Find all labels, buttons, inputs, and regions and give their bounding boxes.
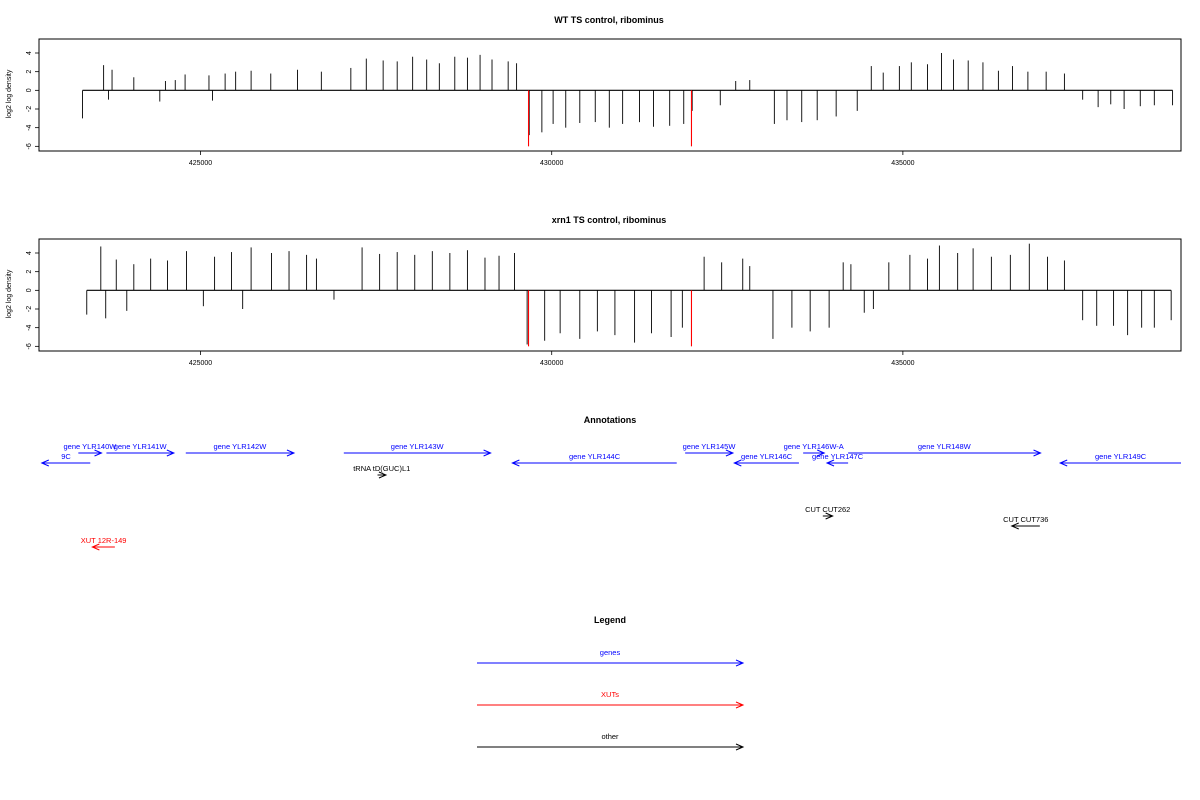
wt-x-axis: 425000 430000 435000 <box>189 151 915 167</box>
x-tick-label: 435000 <box>891 360 914 367</box>
legend-item: genes <box>477 648 745 667</box>
annotation-feature: gene YLR147C <box>812 452 864 467</box>
legend-label: XUTs <box>601 690 619 699</box>
legend-items: genes XUTs other <box>477 648 745 751</box>
y-tick-label: 0 <box>26 288 33 292</box>
x-tick-label: 425000 <box>189 160 212 167</box>
feature-label: CUT CUT262 <box>805 505 850 514</box>
annotation-feature: CUT CUT736 <box>1003 515 1048 530</box>
xrn1-plot-frame <box>38 238 1182 352</box>
feature-label: CUT CUT736 <box>1003 515 1048 524</box>
wt-y-axis-label: log2 log density <box>6 69 13 118</box>
feature-arrowhead <box>483 449 492 457</box>
legend-label: other <box>601 732 619 741</box>
legend-label: genes <box>600 648 621 657</box>
legend-arrowhead <box>735 659 745 667</box>
xrn1-track-title: xrn1 TS control, ribominus <box>552 215 667 225</box>
y-tick-label: -6 <box>26 143 33 149</box>
feature-label: gene YLR147C <box>812 452 864 461</box>
y-tick-label: -4 <box>26 324 33 330</box>
feature-label: gene YLR146W-A <box>784 442 844 451</box>
feature-arrowhead <box>825 512 834 520</box>
xrn1-x-axis: 425000 430000 435000 <box>189 351 915 367</box>
annotation-feature: gene YLR146C <box>733 452 799 467</box>
xrn1-y-axis: -6 -4 -2 0 2 4 <box>26 251 40 349</box>
feature-label: gene YLR141W <box>114 442 168 451</box>
feature-label: gene YLR145W <box>683 442 737 451</box>
feature-label: gene YLR140W <box>64 442 118 451</box>
feature-arrowhead <box>166 449 176 457</box>
feature-arrowhead <box>733 459 742 467</box>
feature-arrowhead <box>725 449 735 457</box>
annotation-feature: gene YLR144C <box>511 452 677 467</box>
annotation-feature: gene YLR142W <box>185 442 296 457</box>
annotation-feature: gene YLR143W <box>343 442 492 457</box>
xrn1-track-panel: xrn1 TS control, ribominus log2 log dens… <box>6 215 1182 367</box>
legend-arrowhead <box>735 743 745 751</box>
feature-label: tRNA tD(GUC)L1 <box>353 464 410 473</box>
annotation-feature: gene YLR148W <box>848 442 1042 457</box>
y-tick-label: 2 <box>26 70 33 74</box>
feature-label: gene YLR148W <box>918 442 972 451</box>
annotation-feature: gene YLR149C <box>1058 452 1181 467</box>
xrn1-bars <box>86 243 1172 347</box>
feature-arrowhead <box>1058 459 1068 467</box>
feature-arrowhead <box>511 459 520 467</box>
feature-label: gene YLR143W <box>391 442 445 451</box>
feature-arrowhead <box>817 449 826 457</box>
annotation-feature: CUT CUT262 <box>805 505 850 520</box>
y-tick-label: -4 <box>26 124 33 130</box>
feature-arrowhead <box>91 543 100 551</box>
feature-arrowhead <box>286 449 296 457</box>
wt-plot-frame <box>38 38 1182 152</box>
annotation-feature: XUT 12R-149 <box>81 536 127 551</box>
wt-track-title: WT TS control, ribominus <box>554 15 664 25</box>
feature-label: XUT 12R-149 <box>81 536 127 545</box>
feature-arrowhead <box>1010 522 1019 530</box>
y-tick-label: 2 <box>26 270 33 274</box>
y-tick-label: -2 <box>26 306 33 312</box>
y-tick-label: 0 <box>26 88 33 92</box>
xrn1-y-axis-label: log2 log density <box>6 269 13 318</box>
x-tick-label: 430000 <box>540 160 563 167</box>
feature-label: 9C <box>61 452 71 461</box>
x-tick-label: 425000 <box>189 360 212 367</box>
annotation-feature: gene YLR145W <box>683 442 737 457</box>
y-tick-label: 4 <box>26 51 33 55</box>
x-tick-label: 430000 <box>540 360 563 367</box>
annotation-feature: gene YLR140W <box>64 442 118 457</box>
feature-label: gene YLR146C <box>741 452 793 461</box>
feature-arrowhead <box>825 459 835 467</box>
feature-label: gene YLR149C <box>1095 452 1147 461</box>
feature-arrowhead <box>94 449 103 457</box>
y-tick-label: -2 <box>26 106 33 112</box>
feature-label: gene YLR142W <box>213 442 267 451</box>
feature-arrowhead <box>40 459 50 467</box>
feature-label: gene YLR144C <box>569 452 621 461</box>
x-tick-label: 435000 <box>891 160 914 167</box>
legend-title: Legend <box>594 615 626 625</box>
wt-y-axis: -6 -4 -2 0 2 4 <box>26 51 40 149</box>
annotations-title: Annotations <box>584 415 637 425</box>
feature-arrowhead <box>378 471 388 479</box>
annotation-feature: gene YLR146W-A <box>784 442 844 457</box>
annotation-feature: gene YLR141W <box>106 442 176 457</box>
wt-bars <box>82 53 1174 147</box>
annotation-feature: tRNA tD(GUC)L1 <box>353 464 410 479</box>
legend: Legend genes XUTs other <box>477 615 745 751</box>
y-tick-label: 4 <box>26 251 33 255</box>
wt-track-panel: WT TS control, ribominus log2 log densit… <box>6 15 1182 167</box>
legend-item: XUTs <box>477 690 745 709</box>
annotation-feature: 9C <box>40 452 91 467</box>
feature-arrowhead <box>1033 449 1042 457</box>
legend-item: other <box>477 732 745 751</box>
y-tick-label: -6 <box>26 343 33 349</box>
legend-arrowhead <box>735 701 745 709</box>
